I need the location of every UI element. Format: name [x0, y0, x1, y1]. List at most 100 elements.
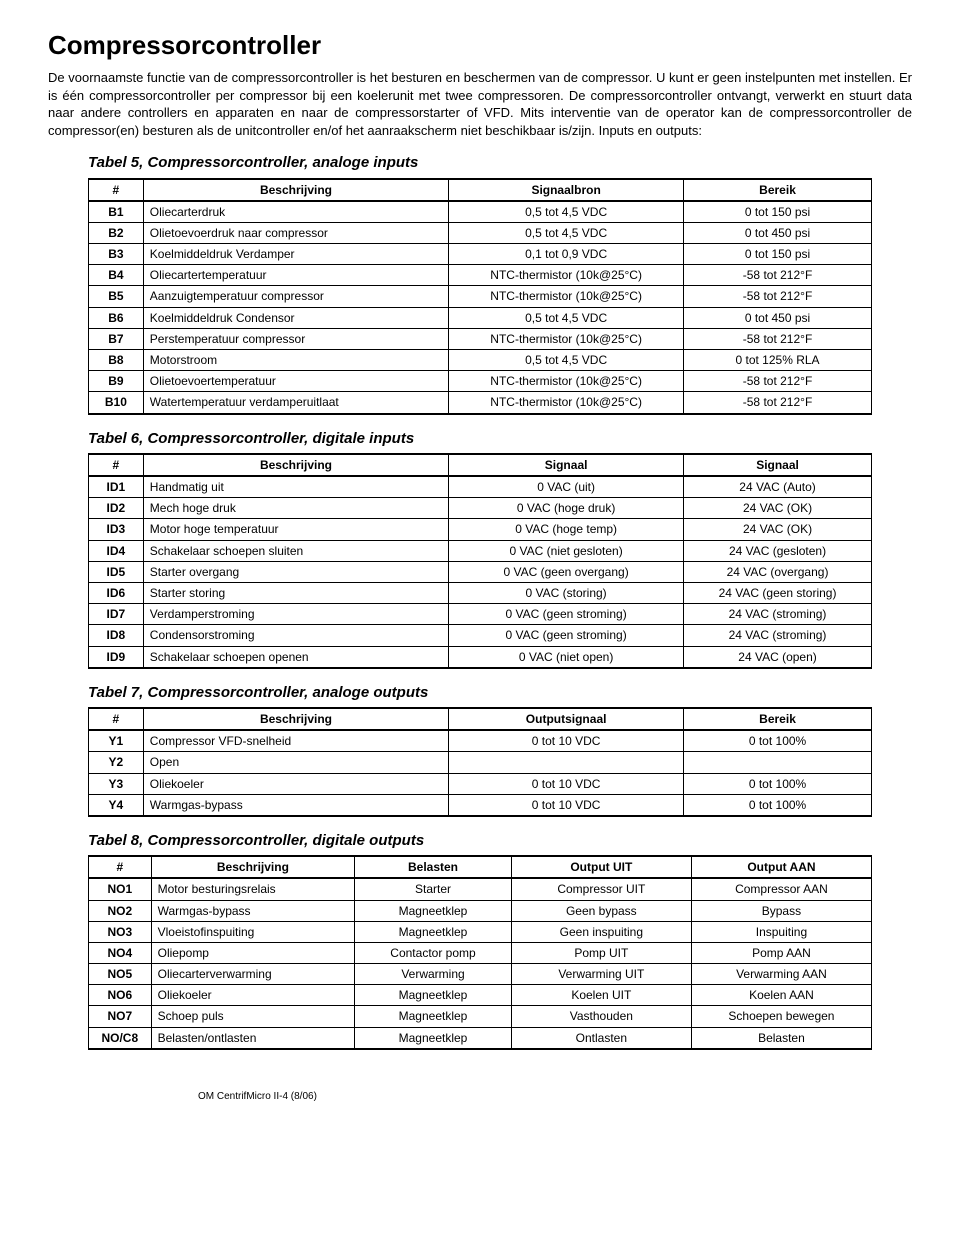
table-cell: ID5 [89, 561, 144, 582]
table-row: NO3VloeistofinspuitingMagneetklepGeen in… [89, 921, 872, 942]
table-cell: Belasten/ontlasten [151, 1027, 355, 1049]
table-cell: 0,5 tot 4,5 VDC [449, 350, 684, 371]
table-header: Beschrijving [143, 708, 448, 730]
table-row: ID3Motor hoge temperatuur0 VAC (hoge tem… [89, 519, 872, 540]
table-cell: Starter [355, 878, 512, 900]
table-cell: Oliecartertemperatuur [143, 265, 448, 286]
table-row: NO7Schoep pulsMagneetklepVasthoudenSchoe… [89, 1006, 872, 1027]
table-cell: 0 tot 10 VDC [449, 773, 684, 794]
table-row: Y3Oliekoeler0 tot 10 VDC0 tot 100% [89, 773, 872, 794]
table-cell: ID9 [89, 646, 144, 668]
table8: #BeschrijvingBelastenOutput UITOutput AA… [88, 855, 872, 1050]
table-cell: NTC-thermistor (10k@25°C) [449, 392, 684, 414]
table-cell: Warmgas-bypass [143, 794, 448, 816]
table-header: # [89, 454, 144, 476]
table-cell: 0 tot 150 psi [684, 244, 872, 265]
table-cell: Magneetklep [355, 1006, 512, 1027]
table-cell: -58 tot 212°F [684, 328, 872, 349]
table-cell: 0 tot 10 VDC [449, 730, 684, 752]
table-header: Beschrijving [143, 179, 448, 201]
table-cell: NTC-thermistor (10k@25°C) [449, 328, 684, 349]
table-cell: Perstemperatuur compressor [143, 328, 448, 349]
table-cell: Oliekoeler [143, 773, 448, 794]
table-cell: B6 [89, 307, 144, 328]
table5: #BeschrijvingSignaalbronBereikB1Oliecart… [88, 178, 872, 415]
table-cell: Open [143, 752, 448, 773]
table-header: Belasten [355, 856, 512, 878]
table-cell: Verwarming UIT [511, 964, 691, 985]
table-row: B9OlietoevoertemperatuurNTC-thermistor (… [89, 371, 872, 392]
table-cell [449, 752, 684, 773]
table-cell: B8 [89, 350, 144, 371]
table-header: Signaal [684, 454, 872, 476]
table-row: B7Perstemperatuur compressorNTC-thermist… [89, 328, 872, 349]
table-cell: Oliecarterdruk [143, 201, 448, 223]
table-header: Beschrijving [143, 454, 448, 476]
table-cell: B5 [89, 286, 144, 307]
table-cell: -58 tot 212°F [684, 371, 872, 392]
table-row: NO5OliecarterverwarmingVerwarmingVerwarm… [89, 964, 872, 985]
table5-title: Tabel 5, Compressorcontroller, analoge i… [88, 153, 912, 173]
table-header: Bereik [684, 179, 872, 201]
table-cell: Motorstroom [143, 350, 448, 371]
table-cell: Ontlasten [511, 1027, 691, 1049]
table-cell: Watertemperatuur verdamperuitlaat [143, 392, 448, 414]
table-cell: Motor besturingsrelais [151, 878, 355, 900]
table-row: NO1Motor besturingsrelaisStarterCompress… [89, 878, 872, 900]
table-cell: Geen inspuiting [511, 921, 691, 942]
table-cell: -58 tot 212°F [684, 265, 872, 286]
table-cell: NTC-thermistor (10k@25°C) [449, 371, 684, 392]
table-cell: ID7 [89, 604, 144, 625]
table-header: # [89, 856, 152, 878]
table-cell: 0 tot 450 psi [684, 307, 872, 328]
table-row: NO6OliekoelerMagneetklepKoelen UITKoelen… [89, 985, 872, 1006]
table-cell: 0 tot 10 VDC [449, 794, 684, 816]
table-cell: 0 VAC (geen stroming) [449, 604, 684, 625]
table-row: B3Koelmiddeldruk Verdamper0,1 tot 0,9 VD… [89, 244, 872, 265]
table-cell: Koelmiddeldruk Condensor [143, 307, 448, 328]
table-cell: 0 VAC (uit) [449, 476, 684, 498]
table-row: ID8Condensorstroming0 VAC (geen stroming… [89, 625, 872, 646]
table-cell: B7 [89, 328, 144, 349]
table-cell: Compressor VFD-snelheid [143, 730, 448, 752]
table-cell: B2 [89, 222, 144, 243]
table-cell: 0 tot 450 psi [684, 222, 872, 243]
table-row: NO/C8Belasten/ontlastenMagneetklepOntlas… [89, 1027, 872, 1049]
table-cell: NTC-thermistor (10k@25°C) [449, 286, 684, 307]
table-cell: Oliecarterverwarming [151, 964, 355, 985]
table-cell: Motor hoge temperatuur [143, 519, 448, 540]
table-cell: 0 tot 100% [684, 794, 872, 816]
table-cell: Compressor UIT [511, 878, 691, 900]
table-cell: 0,5 tot 4,5 VDC [449, 222, 684, 243]
intro-text: De voornaamste functie van de compressor… [48, 69, 912, 139]
table-row: B4OliecartertemperatuurNTC-thermistor (1… [89, 265, 872, 286]
table-row: Y1Compressor VFD-snelheid0 tot 10 VDC0 t… [89, 730, 872, 752]
table-cell: 24 VAC (geen storing) [684, 582, 872, 603]
table-row: NO4OliepompContactor pompPomp UITPomp AA… [89, 942, 872, 963]
table-cell: Magneetklep [355, 985, 512, 1006]
table-cell: -58 tot 212°F [684, 286, 872, 307]
table-cell: 24 VAC (Auto) [684, 476, 872, 498]
table-cell: Handmatig uit [143, 476, 448, 498]
table-cell: Aanzuigtemperatuur compressor [143, 286, 448, 307]
table-cell: NO6 [89, 985, 152, 1006]
table-cell: Geen bypass [511, 900, 691, 921]
table-cell: Warmgas-bypass [151, 900, 355, 921]
table-cell: NO2 [89, 900, 152, 921]
table-cell: Y3 [89, 773, 144, 794]
table-cell: Olietoevoertemperatuur [143, 371, 448, 392]
table-cell: B9 [89, 371, 144, 392]
table-cell: Schakelaar schoepen openen [143, 646, 448, 668]
table-cell [684, 752, 872, 773]
table-cell: B1 [89, 201, 144, 223]
table7-title: Tabel 7, Compressorcontroller, analoge o… [88, 683, 912, 703]
table-header: Signaalbron [449, 179, 684, 201]
table-row: ID2Mech hoge druk0 VAC (hoge druk)24 VAC… [89, 498, 872, 519]
table-header: Signaal [449, 454, 684, 476]
table8-title: Tabel 8, Compressorcontroller, digitale … [88, 831, 912, 851]
table-cell: Olietoevoerdruk naar compressor [143, 222, 448, 243]
table-row: B8Motorstroom0,5 tot 4,5 VDC0 tot 125% R… [89, 350, 872, 371]
table-cell: ID3 [89, 519, 144, 540]
table-cell: Y2 [89, 752, 144, 773]
table-cell: Y4 [89, 794, 144, 816]
